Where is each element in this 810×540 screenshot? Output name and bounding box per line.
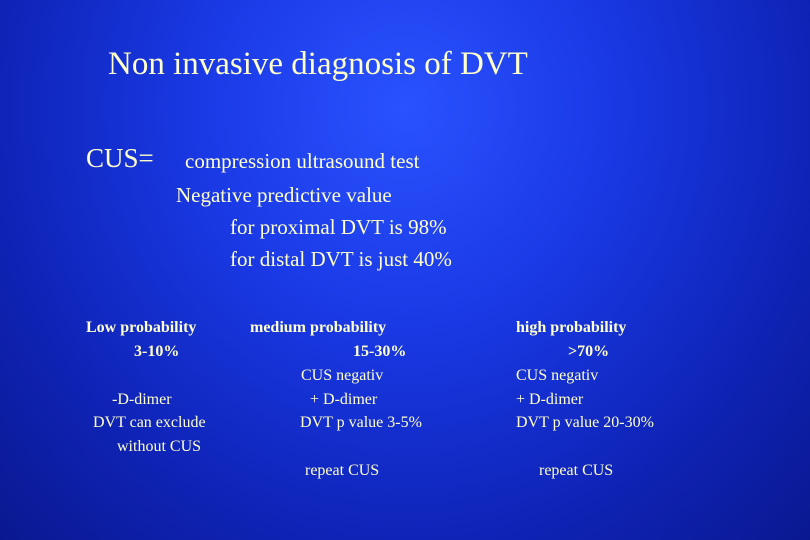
npv-distal: for distal DVT is just 40%: [230, 247, 452, 271]
high-probability-label: high probability: [516, 319, 627, 336]
slide-title: Non invasive diagnosis of DVT: [108, 46, 528, 82]
high-line-4: repeat CUS: [539, 462, 614, 479]
medium-probability-label: medium probability: [250, 319, 387, 336]
high-line-3: DVT p value 20-30%: [516, 414, 654, 431]
low-line-1: -D-dimer: [112, 391, 172, 408]
medium-line-3: DVT p value 3-5%: [300, 414, 422, 431]
low-probability-range: 3-10%: [134, 343, 180, 360]
npv-proximal: for proximal DVT is 98%: [230, 215, 447, 239]
cus-abbreviation: CUS=: [86, 143, 154, 173]
npv-heading: Negative predictive value: [176, 183, 392, 207]
low-line-2: DVT can exclude: [93, 414, 206, 431]
high-line-1: CUS negativ: [516, 367, 599, 384]
medium-line-4: repeat CUS: [305, 462, 380, 479]
cus-definition: compression ultrasound test: [185, 149, 420, 173]
medium-line-1: CUS negativ: [301, 367, 384, 384]
low-probability-label: Low probability: [86, 319, 197, 336]
low-line-3: without CUS: [117, 438, 202, 455]
high-line-2: + D-dimer: [516, 391, 584, 408]
medium-probability-range: 15-30%: [353, 343, 407, 360]
high-probability-range: >70%: [568, 343, 610, 360]
medium-line-2: + D-dimer: [310, 391, 378, 408]
